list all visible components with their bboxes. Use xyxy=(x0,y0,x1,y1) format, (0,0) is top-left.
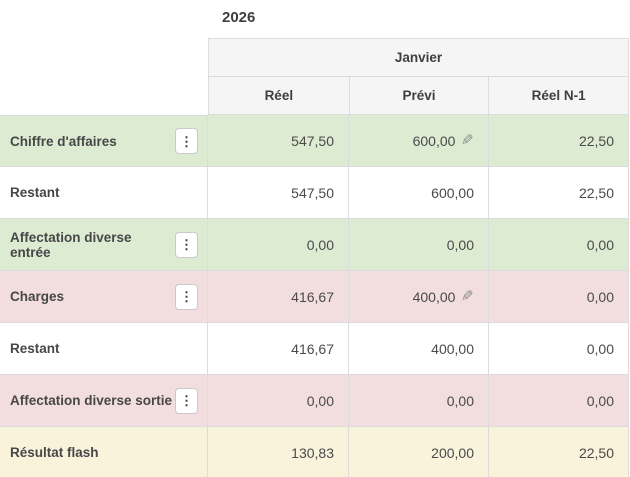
previ-value: 600,00 xyxy=(412,132,456,149)
cell-reel: 0,00 xyxy=(208,219,349,271)
cell-reel-n1: 0,00 xyxy=(489,271,629,323)
year-title: 2026 xyxy=(222,9,256,26)
row-restant-ca: Restant 547,50 600,00 22,50 xyxy=(0,167,630,219)
cell-previ[interactable]: 600,00 ✎ xyxy=(349,115,489,167)
row-menu-button[interactable]: ⋮ xyxy=(175,128,198,154)
cell-previ: 0,00 xyxy=(349,219,489,271)
column-header-row: Réel Prévi Réel N-1 xyxy=(208,77,630,115)
cell-reel: 547,50 xyxy=(208,115,349,167)
row-label: Résultat flash xyxy=(10,445,99,460)
kebab-menu-icon: ⋮ xyxy=(180,393,193,408)
row-label-cell: Affectation diverse entrée ⋮ xyxy=(0,219,208,271)
row-chiffre-d-affaires: Chiffre d'affaires ⋮ 547,50 600,00 ✎ 22,… xyxy=(0,115,630,167)
month-header-cell: Janvier xyxy=(208,38,629,77)
row-menu-button[interactable]: ⋮ xyxy=(175,387,198,414)
cell-reel-n1: 0,00 xyxy=(489,219,629,271)
column-header-reel-n1: Réel N-1 xyxy=(489,77,630,115)
flash-table: Janvier Réel Prévi Réel N-1 Chiffre d'af… xyxy=(0,38,630,477)
cell-reel: 416,67 xyxy=(208,271,349,323)
row-restant-charges: Restant 416,67 400,00 0,00 xyxy=(0,323,630,375)
row-affectation-diverse-entree: Affectation diverse entrée ⋮ 0,00 0,00 0… xyxy=(0,219,630,271)
cell-reel-n1: 22,50 xyxy=(489,427,629,477)
row-label-cell: Restant xyxy=(0,167,208,219)
cell-reel-n1: 22,50 xyxy=(489,167,629,219)
row-label-cell: Affectation diverse sortie ⋮ xyxy=(0,375,208,427)
row-charges: Charges ⋮ 416,67 400,00 ✎ 0,00 xyxy=(0,271,630,323)
column-header-reel: Réel xyxy=(209,77,350,115)
row-label: Restant xyxy=(10,185,60,200)
row-label-cell: Charges ⋮ xyxy=(0,271,208,323)
row-label: Chiffre d'affaires xyxy=(10,133,117,149)
kebab-menu-icon: ⋮ xyxy=(180,133,193,149)
cell-previ: 600,00 xyxy=(349,167,489,219)
cell-previ[interactable]: 400,00 ✎ xyxy=(349,271,489,323)
cell-reel: 130,83 xyxy=(208,427,349,477)
row-menu-button[interactable]: ⋮ xyxy=(175,231,198,258)
row-label-cell: Résultat flash xyxy=(0,427,208,477)
pencil-icon[interactable]: ✎ xyxy=(461,132,474,149)
row-label: Restant xyxy=(10,341,60,356)
row-label-cell: Chiffre d'affaires ⋮ xyxy=(0,115,208,167)
cell-previ: 0,00 xyxy=(349,375,489,427)
cell-reel: 0,00 xyxy=(208,375,349,427)
kebab-menu-icon: ⋮ xyxy=(180,289,193,304)
row-label-cell: Restant xyxy=(0,323,208,375)
cell-reel-n1: 0,00 xyxy=(489,375,629,427)
row-label: Affectation diverse sortie xyxy=(10,393,173,408)
previ-value: 400,00 xyxy=(412,288,456,305)
column-header-previ: Prévi xyxy=(349,77,490,115)
row-menu-button[interactable]: ⋮ xyxy=(175,283,198,310)
cell-reel-n1: 22,50 xyxy=(489,115,629,167)
cell-previ: 200,00 xyxy=(349,427,489,477)
cell-reel: 416,67 xyxy=(208,323,349,375)
cell-reel: 547,50 xyxy=(208,167,349,219)
row-label: Charges xyxy=(10,289,65,304)
pencil-icon[interactable]: ✎ xyxy=(461,288,474,305)
row-resultat-flash: Résultat flash 130,83 200,00 22,50 xyxy=(0,427,630,477)
cell-reel-n1: 0,00 xyxy=(489,323,629,375)
kebab-menu-icon: ⋮ xyxy=(180,237,194,252)
row-affectation-diverse-sortie: Affectation diverse sortie ⋮ 0,00 0,00 0… xyxy=(0,375,630,427)
cell-previ: 400,00 xyxy=(349,323,489,375)
row-label: Affectation diverse entrée xyxy=(10,229,132,260)
